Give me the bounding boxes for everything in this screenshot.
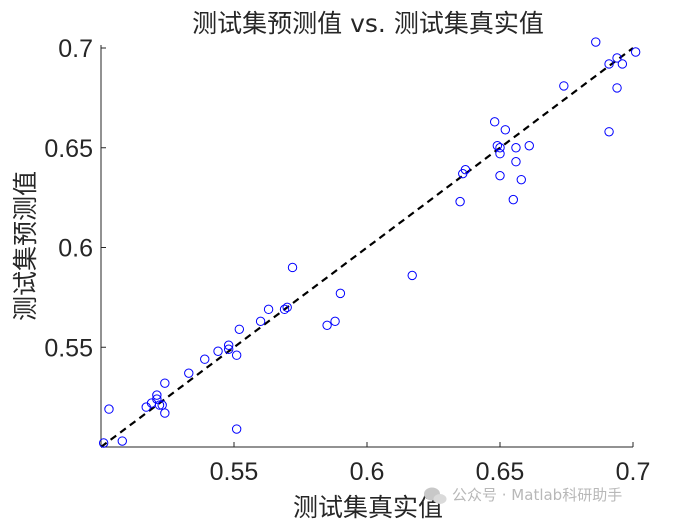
- x-tick-label: 0.55: [210, 458, 259, 486]
- data-point: [612, 83, 622, 93]
- data-point: [223, 340, 234, 350]
- chart-title: 测试集预测值 vs. 测试集真实值: [192, 9, 544, 38]
- data-point: [223, 344, 234, 354]
- data-point: [255, 316, 266, 327]
- data-point: [104, 404, 114, 414]
- data-point: [160, 378, 170, 388]
- data-point: [495, 143, 505, 153]
- data-point: [154, 400, 165, 410]
- y-axis-label: 测试集预测值: [11, 171, 40, 321]
- y-tick-label: 0.6: [58, 235, 93, 263]
- x-tick-label: 0.65: [476, 458, 525, 486]
- data-point: [524, 141, 534, 151]
- data-point: [213, 346, 223, 356]
- data-point: [263, 304, 274, 315]
- y-tick-label: 0.55: [44, 334, 93, 362]
- data-point: [604, 127, 614, 137]
- data-point: [495, 149, 505, 159]
- data-point: [591, 37, 601, 47]
- x-tick-label: 0.6: [350, 458, 385, 486]
- data-points: [98, 37, 641, 448]
- data-point: [559, 81, 569, 91]
- data-point: [516, 174, 526, 185]
- data-point: [231, 350, 242, 360]
- data-point: [604, 59, 614, 69]
- data-point: [511, 157, 521, 167]
- data-point: [500, 125, 511, 135]
- y-tick-label: 0.65: [44, 135, 93, 163]
- data-point: [279, 304, 290, 315]
- data-point: [160, 408, 170, 418]
- watermark: 公众号 · Matlab科研助手: [424, 486, 622, 504]
- watermark-text: 公众号 · Matlab科研助手: [452, 486, 622, 504]
- wechat-icon: [424, 487, 447, 504]
- data-point: [489, 117, 500, 127]
- data-point: [612, 53, 622, 63]
- data-point: [508, 194, 518, 205]
- x-axis-label: 测试集真实值: [293, 493, 443, 522]
- data-point: [184, 368, 194, 378]
- y-tick-label: 0.7: [58, 35, 93, 63]
- ticks: 0.55 0.6 0.65 0.7 0.55 0.6 0.65 0.7: [44, 35, 650, 486]
- data-point: [460, 164, 471, 175]
- data-point: [234, 324, 245, 334]
- data-point: [152, 394, 162, 404]
- data-point: [200, 354, 210, 364]
- data-point: [98, 438, 109, 448]
- data-point: [335, 288, 346, 299]
- data-point: [330, 316, 340, 327]
- data-point: [282, 302, 292, 313]
- data-point: [455, 196, 465, 207]
- data-point: [617, 59, 628, 69]
- data-point: [287, 262, 298, 273]
- reference-line-group: [100, 47, 634, 448]
- x-tick-label: 0.7: [616, 458, 651, 486]
- data-point: [407, 270, 417, 281]
- data-point: [117, 436, 127, 446]
- data-point: [511, 143, 521, 153]
- data-point: [630, 47, 641, 57]
- reference-line: [100, 47, 634, 448]
- data-point: [231, 424, 242, 434]
- data-point: [495, 170, 505, 181]
- data-point: [322, 320, 332, 331]
- data-point: [152, 390, 162, 400]
